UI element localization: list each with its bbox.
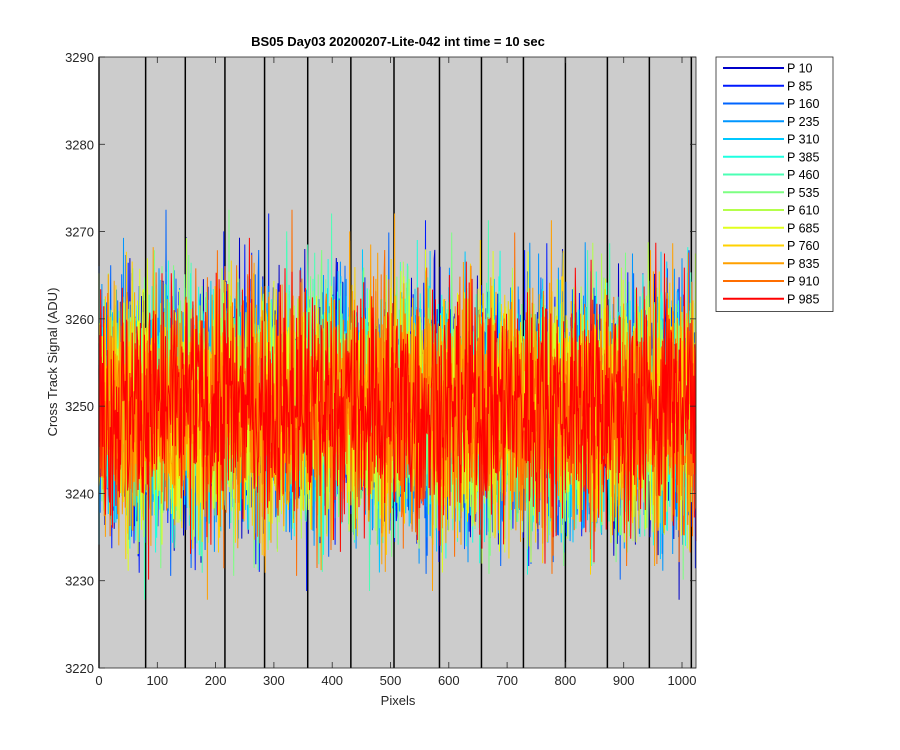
chart-title: BS05 Day03 20200207-Lite-042 int time = … bbox=[251, 34, 545, 49]
x-tick-label: 200 bbox=[205, 673, 227, 688]
y-tick-label: 3220 bbox=[65, 661, 94, 676]
legend-label: P 835 bbox=[787, 257, 819, 271]
series-lines bbox=[98, 209, 697, 600]
x-tick-label: 600 bbox=[438, 673, 460, 688]
legend-label: P 10 bbox=[787, 62, 813, 76]
x-axis-ticks: 0 100 200 300 400 500 600 700 800 900 1000 bbox=[95, 57, 696, 688]
x-tick-label: 700 bbox=[496, 673, 518, 688]
y-axis-ticks: 3220 3230 3240 3250 3260 3270 3280 3290 bbox=[65, 50, 696, 676]
legend-label: P 760 bbox=[787, 239, 819, 253]
y-tick-label: 3240 bbox=[65, 486, 94, 501]
legend-label: P 535 bbox=[787, 186, 819, 200]
legend-label: P 685 bbox=[787, 221, 819, 235]
y-tick-label: 3250 bbox=[65, 399, 94, 414]
x-tick-label: 100 bbox=[146, 673, 168, 688]
x-axis-label: Pixels bbox=[381, 693, 416, 708]
plot-border bbox=[98, 56, 697, 669]
y-tick-label: 3290 bbox=[65, 50, 94, 65]
y-tick-label: 3280 bbox=[65, 137, 94, 152]
legend: P 10 P 85 P 160 P 235 P 310 P 385 P 460 P 535 P … bbox=[715, 56, 834, 312]
y-axis-label: Cross Track Signal (ADU) bbox=[45, 288, 60, 437]
y-tick-label: 3260 bbox=[65, 312, 94, 327]
legend-label: P 160 bbox=[787, 97, 819, 111]
series-line-p985 bbox=[98, 237, 697, 580]
x-tick-label: 900 bbox=[613, 673, 635, 688]
series-line-p910 bbox=[98, 209, 697, 576]
x-tick-label: 0 bbox=[95, 673, 102, 688]
x-tick-label: 800 bbox=[555, 673, 577, 688]
x-tick-label: 400 bbox=[321, 673, 343, 688]
x-tick-label: 300 bbox=[263, 673, 285, 688]
legend-box bbox=[715, 56, 834, 312]
y-tick-label: 3230 bbox=[65, 574, 94, 589]
legend-label: P 235 bbox=[787, 115, 819, 129]
legend-label: P 910 bbox=[787, 275, 819, 289]
legend-label: P 460 bbox=[787, 168, 819, 182]
legend-label: P 385 bbox=[787, 150, 819, 164]
x-tick-label: 500 bbox=[380, 673, 402, 688]
legend-label: P 985 bbox=[787, 292, 819, 306]
legend-label: P 85 bbox=[787, 79, 813, 93]
legend-label: P 310 bbox=[787, 133, 819, 147]
y-tick-label: 3270 bbox=[65, 225, 94, 240]
legend-label: P 610 bbox=[787, 204, 819, 218]
x-tick-label: 1000 bbox=[668, 673, 697, 688]
